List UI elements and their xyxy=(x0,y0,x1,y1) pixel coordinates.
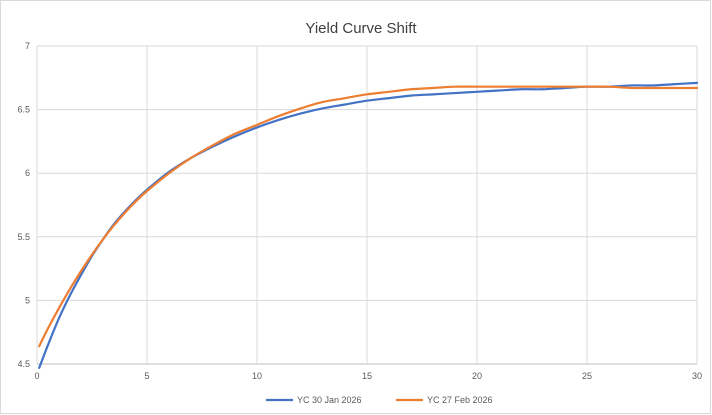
y-tick-label: 6.5 xyxy=(17,105,30,115)
x-tick-label: 5 xyxy=(144,371,149,381)
x-tick-label: 25 xyxy=(582,371,592,381)
legend-label: YC 27 Feb 2026 xyxy=(427,395,493,405)
x-tick-label: 15 xyxy=(362,371,372,381)
x-tick-label: 20 xyxy=(472,371,482,381)
series-lines xyxy=(39,83,697,368)
y-tick-label: 6 xyxy=(25,168,30,178)
series-line-1 xyxy=(39,83,697,368)
series-line-2 xyxy=(39,87,697,347)
x-tick-label: 0 xyxy=(34,371,39,381)
legend: YC 30 Jan 2026 YC 27 Feb 2026 xyxy=(266,395,493,405)
y-tick-label: 4.5 xyxy=(17,359,30,369)
legend-label: YC 30 Jan 2026 xyxy=(297,395,362,405)
x-axis-tick-labels: 0 5 10 15 20 25 30 xyxy=(34,371,702,381)
y-tick-label: 5.5 xyxy=(17,232,30,242)
x-tick-label: 30 xyxy=(692,371,702,381)
chart-title: Yield Curve Shift xyxy=(305,20,417,37)
y-tick-label: 5 xyxy=(25,295,30,305)
x-tick-label: 10 xyxy=(252,371,262,381)
y-axis-tick-labels: 4.5 5 5.5 6 6.5 7 xyxy=(17,41,30,369)
y-tick-label: 7 xyxy=(25,41,30,51)
